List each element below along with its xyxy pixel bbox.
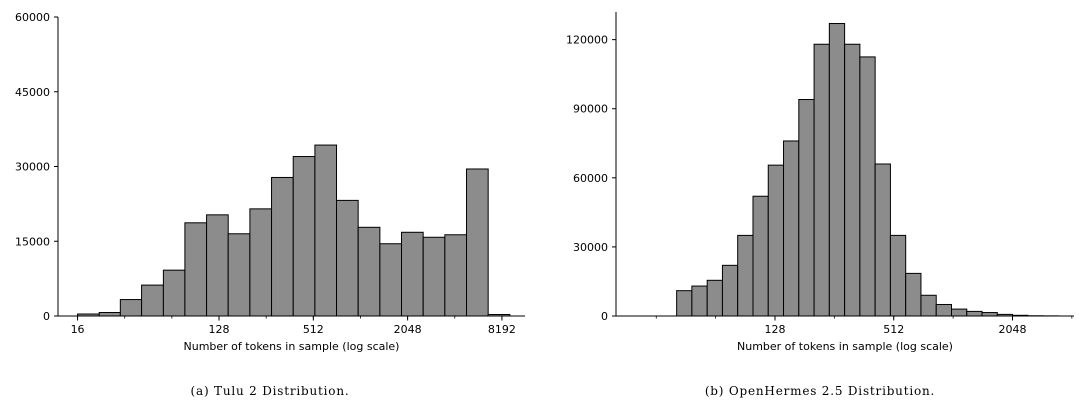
openhermes-histogram-bar — [966, 310, 983, 317]
tulu-histogram-bar — [184, 222, 208, 317]
openhermes-histogram-bar — [935, 303, 953, 317]
openhermes-histogram-bar — [691, 285, 708, 317]
tulu-histogram-bar — [466, 168, 489, 317]
openhermes-x-tick-label: 2048 — [998, 323, 1026, 336]
openhermes-histogram-bar — [721, 264, 739, 317]
tulu-x-tick-label: 16 — [71, 323, 85, 336]
openhermes-y-tick-label: 60000 — [573, 172, 608, 185]
tulu-histogram-bar — [357, 226, 381, 317]
openhermes-x-axis-label: Number of tokens in sample (log scale) — [737, 340, 953, 353]
tulu-y-tick-label: 45000 — [15, 86, 50, 99]
openhermes-histogram-bar — [737, 234, 754, 317]
tulu-histogram-bar — [227, 233, 251, 317]
openhermes-histogram-bar — [798, 99, 815, 317]
tulu-y-tick-label: 60000 — [15, 11, 50, 24]
tulu-y-tick-label: 0 — [43, 310, 50, 323]
openhermes-histogram-bar — [905, 272, 922, 317]
openhermes-y-tick-label: 0 — [601, 310, 608, 323]
tulu-x-tick-label: 512 — [303, 323, 324, 336]
tulu-x-axis-label: Number of tokens in sample (log scale) — [184, 340, 400, 353]
tulu-histogram-bar — [379, 243, 403, 317]
openhermes-y-tick-label: 90000 — [573, 103, 608, 116]
tulu-histogram-bar — [119, 299, 143, 317]
openhermes-histogram-bar — [874, 163, 891, 317]
openhermes-histogram-bar — [752, 195, 769, 317]
openhermes-histogram-bar — [920, 294, 937, 317]
tulu-histogram-bar — [98, 312, 121, 317]
tulu-histogram-bar — [271, 176, 294, 317]
openhermes-histogram-bar — [828, 23, 846, 317]
openhermes-histogram-bar — [706, 279, 723, 317]
tulu-histogram-bar — [206, 214, 229, 317]
openhermes-x-tick-label: 128 — [764, 323, 785, 336]
openhermes-x-tick-label: 512 — [883, 323, 904, 336]
tulu-histogram-bar — [401, 231, 424, 317]
tulu-histogram-bar — [444, 234, 468, 317]
openhermes-histogram-bar — [889, 234, 907, 317]
openhermes-histogram-bar — [783, 140, 800, 317]
caption-openhermes: (b) OpenHermes 2.5 Distribution. — [704, 384, 936, 398]
tulu-histogram-bar — [292, 156, 316, 317]
tulu-x-tick-label: 2048 — [394, 323, 422, 336]
openhermes-y-tick-label: 30000 — [573, 241, 608, 254]
openhermes-histogram-bar — [767, 164, 785, 317]
histogram-openhermes: 0 30000 60000 90000 120000 128 512 2048 Number o… — [566, 12, 1074, 353]
openhermes-histogram-bar — [676, 290, 693, 317]
histogram-tulu-2: 0 15000 30000 45000 60000 16 128 512 2048 8192 Num… — [15, 11, 525, 353]
openhermes-histogram-bar — [951, 308, 968, 317]
tulu-y-tick-label: 15000 — [15, 235, 50, 248]
openhermes-histogram-bar — [859, 56, 876, 317]
tulu-histogram-bar — [422, 236, 446, 317]
tulu-y-tick-label: 30000 — [15, 161, 50, 174]
tulu-histogram-bar — [314, 144, 338, 317]
openhermes-y-tick-label: 120000 — [566, 34, 608, 47]
tulu-x-tick-label: 8192 — [488, 323, 516, 336]
openhermes-histogram-bar — [844, 43, 861, 317]
caption-tulu-2: (a) Tulu 2 Distribution. — [190, 384, 350, 398]
tulu-histogram-bar — [141, 284, 164, 317]
openhermes-histogram-bar — [981, 312, 998, 317]
tulu-histogram-bar — [336, 199, 359, 317]
tulu-histogram-bar — [249, 208, 273, 317]
tulu-x-tick-label: 128 — [209, 323, 230, 336]
tulu-histogram-bar — [162, 269, 186, 317]
openhermes-histogram-bar — [813, 43, 830, 317]
